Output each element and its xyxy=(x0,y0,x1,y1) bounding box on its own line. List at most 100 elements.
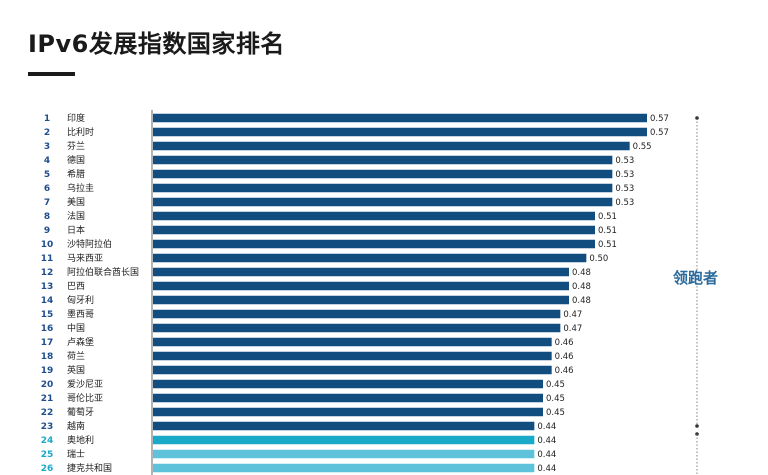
bar xyxy=(153,183,613,193)
value-label: 0.51 xyxy=(598,212,617,222)
rank-label: 11 xyxy=(41,254,54,264)
value-label: 0.44 xyxy=(537,422,556,432)
title-underline xyxy=(28,72,75,76)
bar xyxy=(153,309,561,319)
rank-label: 10 xyxy=(41,240,54,250)
value-label: 0.45 xyxy=(546,394,565,404)
category-label: 哥伦比亚 xyxy=(67,392,103,404)
bar xyxy=(153,421,535,431)
value-label: 0.46 xyxy=(555,366,574,376)
value-label: 0.57 xyxy=(650,128,669,138)
rank-label: 23 xyxy=(41,422,54,432)
rank-label: 7 xyxy=(44,198,50,208)
page-title: IPv6发展指数国家排名 xyxy=(28,30,285,58)
value-label: 0.57 xyxy=(650,114,669,124)
value-label: 0.46 xyxy=(555,352,574,362)
bar xyxy=(153,379,543,389)
leader-group-label: 领跑者 xyxy=(673,269,719,287)
bar xyxy=(153,197,613,207)
category-label: 卢森堡 xyxy=(67,336,94,348)
rank-label: 19 xyxy=(41,366,54,376)
bar xyxy=(153,267,569,277)
rank-label: 8 xyxy=(44,212,50,222)
bar xyxy=(153,113,647,123)
value-label: 0.53 xyxy=(615,198,634,208)
value-label: 0.48 xyxy=(572,282,591,292)
rank-label: 2 xyxy=(44,128,50,138)
rank-label: 16 xyxy=(41,324,54,334)
bar xyxy=(153,127,647,137)
bar xyxy=(153,141,630,151)
rank-label: 20 xyxy=(41,380,54,390)
rank-label: 22 xyxy=(41,408,54,418)
bar xyxy=(153,295,569,305)
value-label: 0.48 xyxy=(572,296,591,306)
category-label: 越南 xyxy=(67,420,85,432)
bar xyxy=(153,155,613,165)
rank-label: 17 xyxy=(41,338,54,348)
bracket-marker xyxy=(695,116,699,120)
category-label: 马来西亚 xyxy=(67,253,103,264)
category-label: 爱沙尼亚 xyxy=(67,379,103,390)
category-label: 匈牙利 xyxy=(67,294,94,306)
bar xyxy=(153,365,552,375)
value-label: 0.51 xyxy=(598,240,617,250)
value-label: 0.47 xyxy=(563,324,582,334)
category-label: 乌拉圭 xyxy=(67,182,94,194)
bar xyxy=(153,239,595,249)
bar xyxy=(153,351,552,361)
rank-label: 5 xyxy=(44,170,50,180)
rank-label: 18 xyxy=(41,352,54,362)
bar xyxy=(153,323,561,333)
value-label: 0.51 xyxy=(598,226,617,236)
bar xyxy=(153,337,552,347)
rank-label: 24 xyxy=(41,436,54,446)
bar xyxy=(153,281,569,291)
category-label: 希腊 xyxy=(67,168,85,180)
bar xyxy=(153,225,595,235)
bar xyxy=(153,253,587,263)
value-label: 0.47 xyxy=(563,310,582,320)
category-label: 德国 xyxy=(67,154,85,166)
rank-label: 1 xyxy=(44,114,50,124)
category-label: 比利时 xyxy=(67,126,94,138)
category-label: 沙特阿拉伯 xyxy=(67,238,112,250)
category-label: 芬兰 xyxy=(67,140,85,152)
rank-label: 6 xyxy=(44,184,50,194)
value-label: 0.48 xyxy=(572,268,591,278)
value-label: 0.53 xyxy=(615,170,634,180)
rank-label: 3 xyxy=(44,142,50,152)
value-label: 0.45 xyxy=(546,380,565,390)
category-label: 印度 xyxy=(67,112,85,124)
value-label: 0.46 xyxy=(555,338,574,348)
category-label: 美国 xyxy=(67,196,85,208)
category-label: 中国 xyxy=(67,322,85,334)
category-label: 奥地利 xyxy=(67,434,94,446)
bar xyxy=(153,435,535,445)
category-label: 巴西 xyxy=(67,281,85,292)
rank-label: 14 xyxy=(41,296,54,306)
value-label: 0.44 xyxy=(537,464,556,474)
category-label: 阿拉伯联合酋长国 xyxy=(67,266,139,278)
value-label: 0.55 xyxy=(633,142,652,152)
category-label: 墨西哥 xyxy=(67,309,94,320)
category-label: 日本 xyxy=(67,224,85,236)
category-label: 葡萄牙 xyxy=(67,406,94,418)
value-label: 0.44 xyxy=(537,436,556,446)
rank-label: 9 xyxy=(44,226,50,236)
value-label: 0.53 xyxy=(615,184,634,194)
rank-label: 12 xyxy=(41,268,54,278)
value-label: 0.45 xyxy=(546,408,565,418)
category-label: 捷克共和国 xyxy=(67,462,112,474)
bar xyxy=(153,211,595,221)
bar xyxy=(153,463,535,473)
value-label: 0.53 xyxy=(615,156,634,166)
bar xyxy=(153,407,543,417)
rank-label: 26 xyxy=(41,464,54,474)
rank-label: 13 xyxy=(41,282,54,292)
bracket-marker xyxy=(695,424,699,428)
category-label: 荷兰 xyxy=(67,350,85,362)
value-label: 0.50 xyxy=(589,254,608,264)
rank-label: 25 xyxy=(41,450,54,460)
